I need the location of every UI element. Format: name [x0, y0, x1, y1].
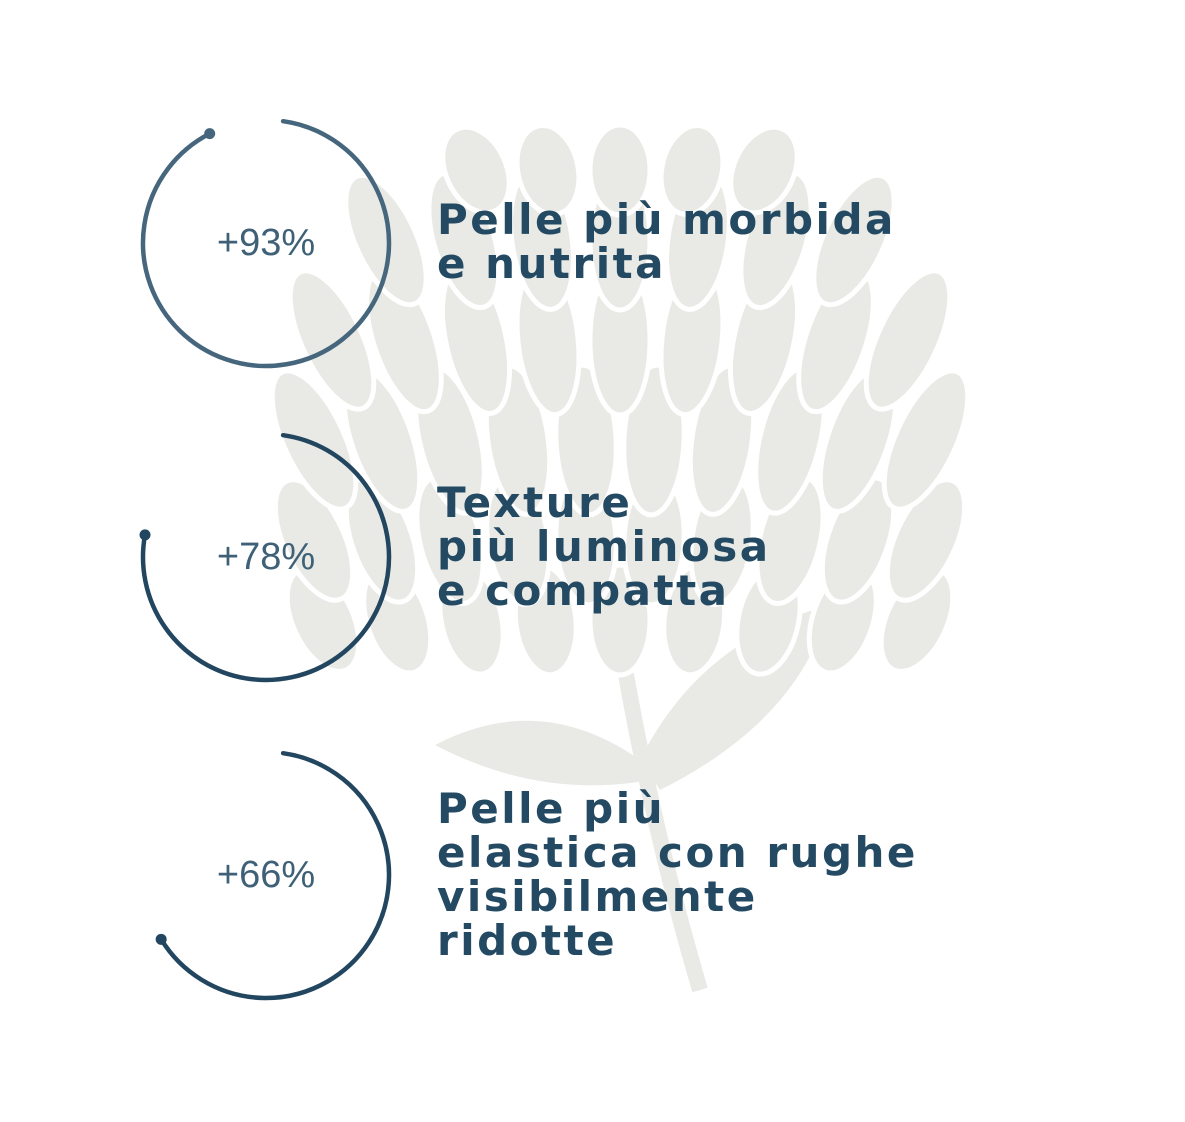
stat-description: Pelle più morbida e nutrita: [437, 198, 896, 286]
flower-petal: [269, 368, 359, 512]
progress-arc: [140, 432, 392, 683]
description-line: ridotte: [437, 916, 618, 965]
progress-ring: [140, 118, 392, 369]
description-line: elastica con rughe: [437, 828, 918, 877]
flower-petal: [811, 172, 897, 308]
description-line: Pelle più: [437, 784, 666, 833]
description-line: e nutrita: [437, 239, 667, 288]
description-line: visibilmente: [437, 872, 758, 921]
flower-petal: [440, 124, 512, 216]
percentage-value: +66%: [216, 854, 316, 896]
flower-petal: [728, 124, 800, 216]
percentage-value: +78%: [216, 536, 316, 578]
flower-petal: [343, 172, 429, 308]
progress-end-dot: [155, 933, 167, 945]
progress-end-dot: [204, 128, 216, 140]
progress-end-dot: [139, 529, 151, 541]
progress-ring: [155, 750, 392, 1001]
progress-ring: [139, 432, 392, 683]
flower-petal: [272, 477, 356, 603]
description-line: e compatta: [437, 566, 730, 615]
flower-petal: [881, 368, 971, 512]
description-line: più luminosa: [437, 522, 771, 571]
flower-petal: [884, 477, 968, 603]
progress-arc: [140, 118, 392, 369]
percentage-value: +93%: [216, 222, 316, 264]
description-line: Pelle più morbida: [437, 195, 896, 244]
stat-description: Texture più luminosa e compatta: [437, 481, 771, 613]
flower-petal: [658, 123, 726, 217]
leaf: [435, 720, 650, 786]
flower-stem: [612, 638, 708, 993]
flower-petal: [287, 268, 377, 412]
stat-description: Pelle più elastica con rughe visibilment…: [437, 787, 918, 963]
description-line: Texture: [437, 478, 633, 527]
flower-petal: [514, 123, 582, 217]
flower-petal: [587, 122, 653, 218]
flower-petal: [863, 268, 953, 412]
progress-arc: [158, 750, 392, 1001]
